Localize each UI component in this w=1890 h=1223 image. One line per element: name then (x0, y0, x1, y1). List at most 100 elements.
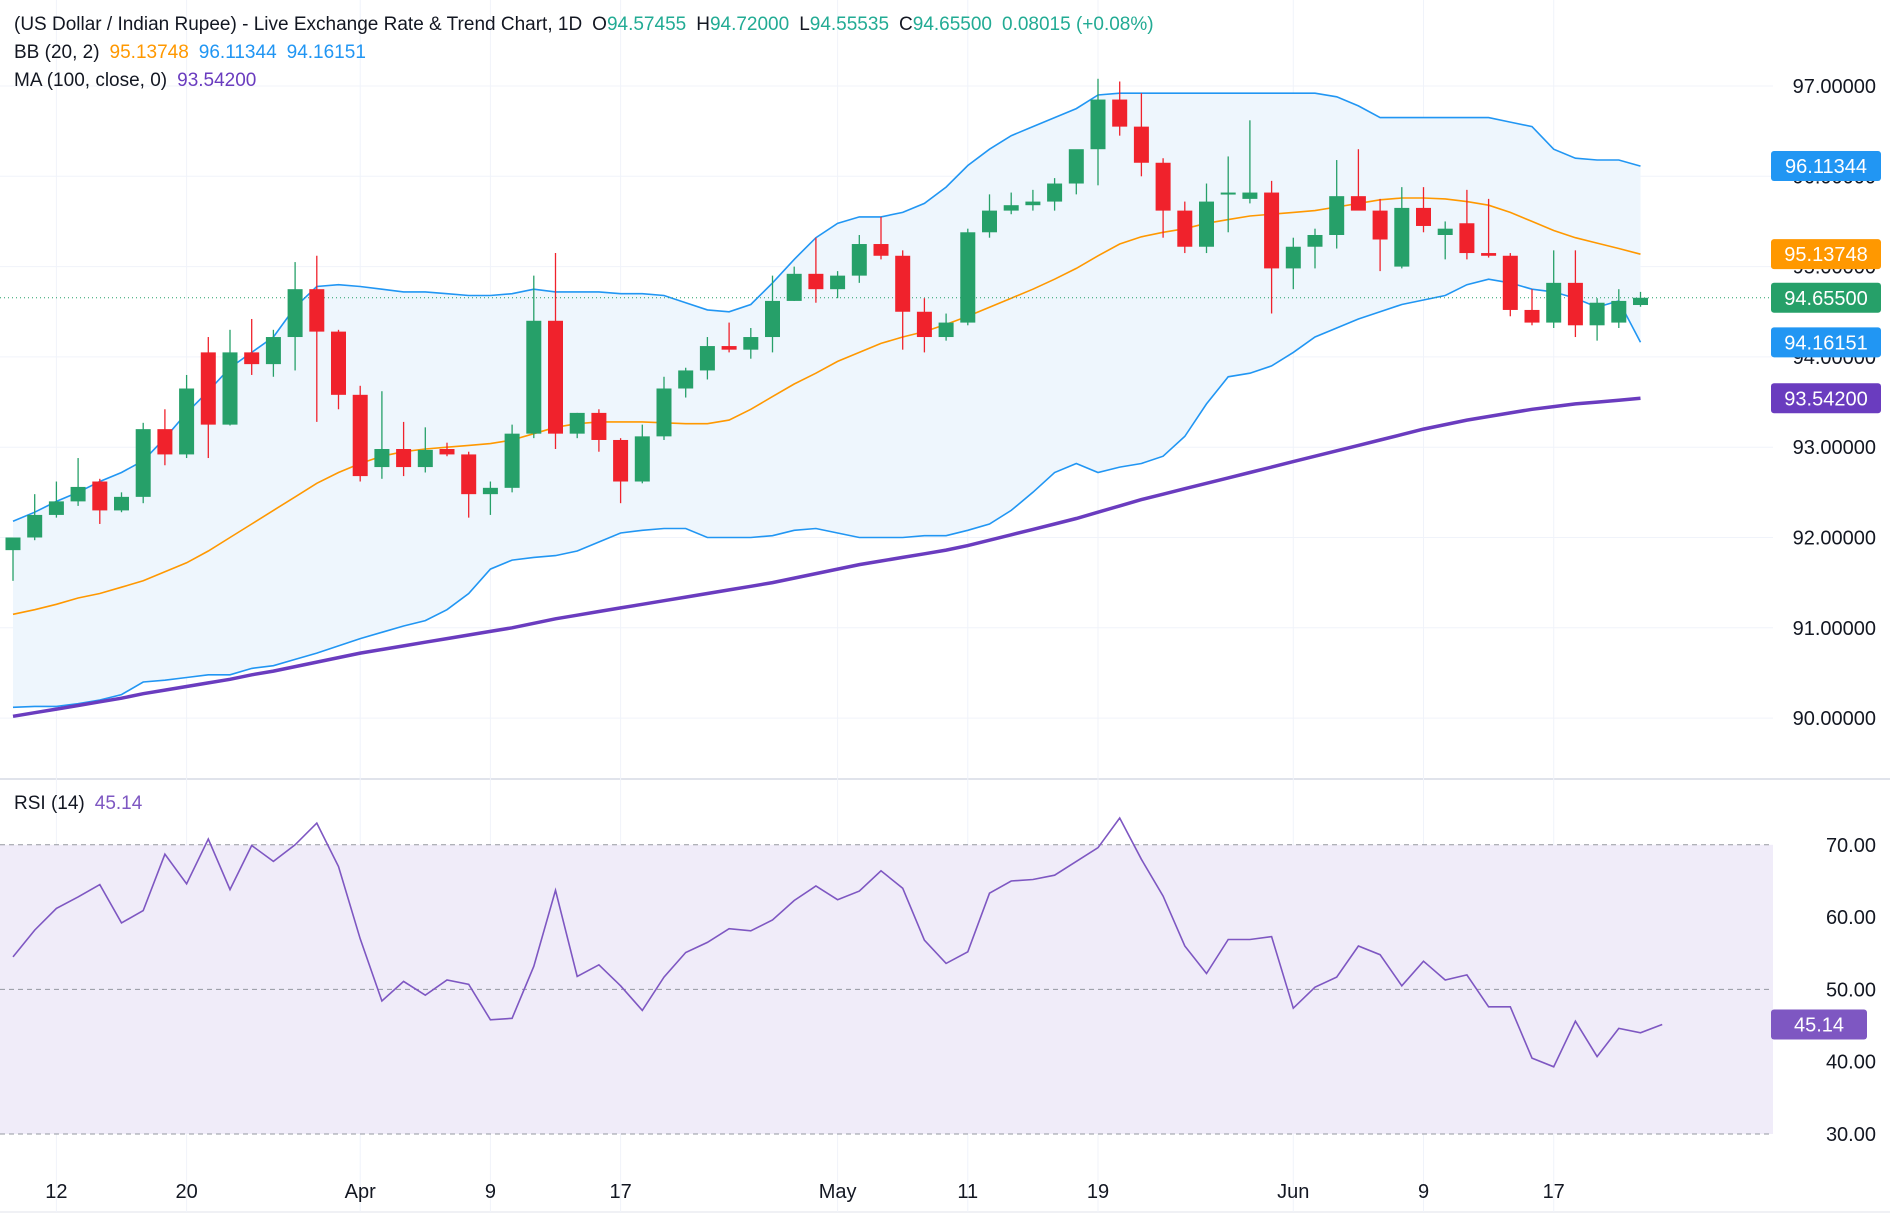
candle-body[interactable] (656, 388, 672, 437)
high-value: 94.72000 (709, 14, 790, 35)
candle-body[interactable] (222, 352, 238, 425)
candle-body[interactable] (569, 412, 585, 434)
candle-body[interactable] (309, 289, 325, 332)
candle-body[interactable] (417, 449, 433, 468)
x-tick-label: Apr (345, 1181, 376, 1203)
candle-body[interactable] (873, 244, 889, 256)
rsi-tick-label: 70.00 (1826, 835, 1876, 857)
candle-body[interactable] (200, 352, 216, 425)
price-badge-text: 94.16151 (1784, 332, 1867, 354)
candle-body[interactable] (938, 322, 954, 338)
candle-body[interactable] (743, 337, 759, 350)
rsi-tick-label: 30.00 (1826, 1124, 1876, 1146)
candle-body[interactable] (504, 433, 520, 488)
candle-body[interactable] (1199, 201, 1214, 247)
candle-body[interactable] (1285, 246, 1301, 269)
candle-body[interactable] (851, 244, 867, 276)
candle-body[interactable] (461, 454, 477, 495)
close-label: C (899, 14, 913, 35)
candle-body[interactable] (374, 449, 390, 468)
candle-body[interactable] (1220, 192, 1236, 195)
open-value: 94.57455 (606, 14, 687, 35)
candle-body[interactable] (1264, 192, 1280, 269)
candle-body[interactable] (613, 439, 629, 482)
candle-body[interactable] (287, 289, 303, 338)
candle-body[interactable] (27, 514, 43, 538)
candle-body[interactable] (808, 273, 824, 290)
rsi-tick-label: 60.00 (1826, 907, 1876, 929)
candle-body[interactable] (1524, 309, 1540, 323)
candle-body[interactable] (699, 346, 715, 371)
candle-body[interactable] (92, 481, 108, 511)
candle-body[interactable] (548, 320, 563, 434)
candle-body[interactable] (1112, 99, 1128, 127)
candle-body[interactable] (1003, 205, 1019, 211)
candle-body[interactable] (1155, 162, 1171, 211)
candle-body[interactable] (1242, 192, 1258, 199)
x-tick-label: 17 (609, 1181, 631, 1203)
rsi-value-badge (1771, 1009, 1867, 1040)
candle-body[interactable] (786, 273, 802, 301)
candle-body[interactable] (634, 436, 650, 482)
candle-body[interactable] (916, 311, 932, 338)
bb-mid-value: 95.13748 (109, 42, 189, 63)
candle-body[interactable] (70, 486, 86, 502)
candle-body[interactable] (1329, 196, 1345, 235)
bb-lower-line (12, 278, 1642, 709)
candle-body[interactable] (1133, 126, 1149, 163)
candle-body[interactable] (1047, 183, 1063, 202)
candle-body[interactable] (114, 496, 129, 511)
candle-body[interactable] (960, 232, 976, 323)
candle-body[interactable] (1459, 223, 1475, 254)
candle-body[interactable] (1589, 302, 1605, 326)
candle-body[interactable] (352, 394, 368, 477)
candle-body[interactable] (1502, 255, 1518, 310)
candle-body[interactable] (591, 412, 607, 440)
rsi-value: 45.14 (94, 793, 143, 814)
candle-body[interactable] (1394, 207, 1410, 267)
candle-body[interactable] (1090, 99, 1106, 150)
candle-body[interactable] (135, 429, 151, 497)
candle-body[interactable] (48, 501, 64, 515)
candle-body[interactable] (331, 331, 346, 395)
bb-label: BB (20, 2) (14, 42, 100, 63)
candle-body[interactable] (1350, 196, 1366, 211)
candle-body[interactable] (439, 449, 455, 455)
candle-body[interactable] (1307, 234, 1323, 247)
candle-body[interactable] (721, 346, 737, 350)
low-value: 94.55535 (809, 14, 890, 35)
y-tick-label: 93.00000 (1793, 437, 1876, 459)
candle-body[interactable] (244, 352, 260, 365)
candle-body[interactable] (265, 337, 281, 365)
candle-body[interactable] (1611, 300, 1627, 323)
candle-body[interactable] (1633, 297, 1648, 306)
rsi-tick-label: 50.00 (1826, 979, 1876, 1001)
candle-body[interactable] (895, 255, 911, 312)
candle-body[interactable] (1372, 210, 1388, 240)
candle-body[interactable] (1068, 149, 1084, 184)
candle-body[interactable] (1416, 207, 1431, 226)
ma-label: MA (100, close, 0) (14, 70, 168, 91)
candle-body[interactable] (830, 275, 846, 290)
candle-body[interactable] (1177, 210, 1193, 247)
candle-body[interactable] (526, 320, 542, 434)
candle-body[interactable] (1481, 253, 1497, 256)
x-tick-label: Jun (1277, 1181, 1309, 1203)
candle-body[interactable] (1437, 228, 1453, 235)
candle-body[interactable] (482, 487, 498, 495)
candle-body[interactable] (5, 537, 21, 551)
candle-body[interactable] (157, 429, 173, 455)
candle-body[interactable] (678, 370, 694, 389)
candle-body[interactable] (396, 449, 412, 468)
bb-lower-value: 94.16151 (286, 42, 366, 63)
candle-body[interactable] (179, 388, 195, 455)
candle-body[interactable] (1567, 282, 1583, 326)
price-badge-text: 93.54200 (1784, 388, 1867, 410)
candle-body[interactable] (982, 210, 997, 233)
candle-body[interactable] (1025, 201, 1041, 206)
candle-body[interactable] (1546, 282, 1562, 323)
price-badge-text: 96.11344 (1785, 156, 1867, 178)
candle-body[interactable] (765, 300, 780, 338)
rsi-value-badge-text: 45.14 (1794, 1015, 1844, 1037)
